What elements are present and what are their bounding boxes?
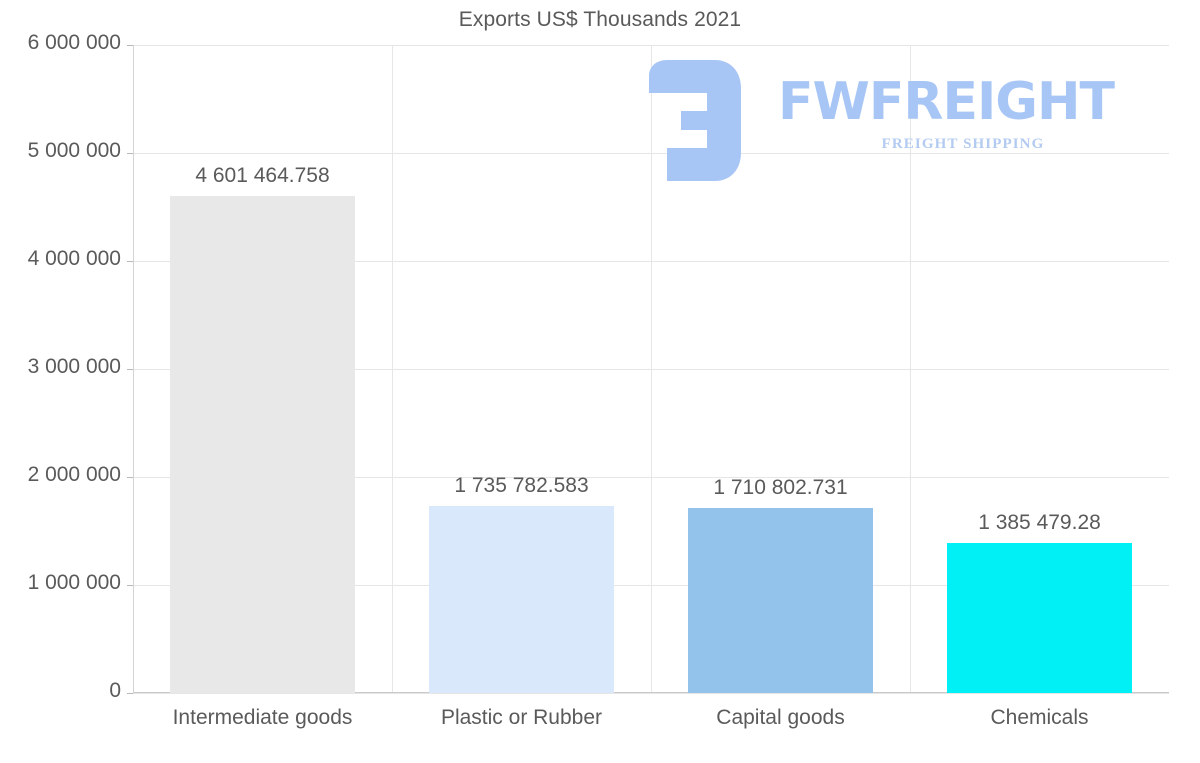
y-axis-tick-label: 6 000 000 [27, 31, 121, 54]
bar-value-label: 1 735 782.583 [454, 473, 589, 497]
bar-4[interactable] [946, 543, 1133, 693]
y-axis-tick-label: 2 000 000 [27, 463, 121, 486]
y-axis-tick-mark [127, 693, 133, 694]
x-axis-line [133, 692, 1169, 693]
y-axis-tick-mark [127, 585, 133, 586]
y-axis-tick-mark [127, 45, 133, 46]
y-axis-tick-label: 3 000 000 [27, 355, 121, 378]
plot-area [133, 45, 1169, 694]
x-axis-category-label: Chemicals [990, 706, 1089, 729]
gridline-vertical [910, 45, 911, 693]
gridline-vertical [392, 45, 393, 693]
chart-title: Exports US$ Thousands 2021 [458, 8, 742, 31]
gridline-horizontal [133, 693, 1169, 694]
y-axis-line [133, 45, 134, 693]
bar-1[interactable] [169, 196, 356, 693]
y-axis-tick-label: 1 000 000 [27, 571, 121, 594]
bar-value-label: 1 710 802.731 [713, 476, 848, 500]
y-axis-tick-mark [127, 261, 133, 262]
y-axis-tick-label: 5 000 000 [27, 139, 121, 162]
y-axis-tick-label: 0 [109, 679, 121, 702]
bar-2[interactable] [428, 505, 615, 693]
bar-value-label: 1 385 479.28 [978, 511, 1101, 535]
y-axis-tick-mark [127, 369, 133, 370]
gridline-vertical [651, 45, 652, 693]
bar-3[interactable] [687, 508, 874, 693]
y-axis-tick-label: 4 000 000 [27, 247, 121, 270]
y-axis-tick-mark [127, 153, 133, 154]
x-axis-category-label: Plastic or Rubber [440, 706, 603, 729]
bar-value-label: 4 601 464.758 [195, 164, 330, 188]
x-axis-category-label: Capital goods [716, 706, 845, 729]
y-axis-tick-mark [127, 477, 133, 478]
x-axis-category-label: Intermediate goods [172, 706, 353, 729]
